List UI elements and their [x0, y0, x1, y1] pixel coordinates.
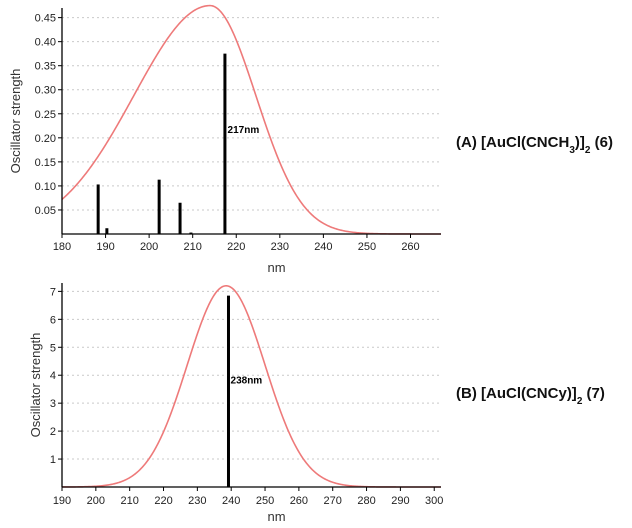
x-tick-label: 210	[120, 495, 138, 507]
x-tick-label: 230	[188, 495, 206, 507]
x-tick-label: 300	[425, 495, 443, 507]
x-tick-label: 260	[401, 241, 419, 253]
y-tick-label: 5	[50, 342, 56, 354]
x-tick-label: 250	[256, 495, 274, 507]
y-tick-label: 0.40	[35, 37, 56, 49]
y-axis-title: Oscillator strength	[28, 333, 43, 438]
x-tick-label: 190	[53, 495, 71, 507]
y-tick-label: 7	[50, 286, 56, 298]
x-tick-label: 200	[140, 241, 158, 253]
y-tick-label: 2	[50, 426, 56, 438]
y-tick-label: 0.10	[35, 181, 56, 193]
y-tick-label: 3	[50, 398, 56, 410]
chart-panel-b: 190 200 210 220 230 240 250 260 270 280 290 300 1 2 3 4…	[28, 283, 605, 524]
panel-label: (B) [AuCl(CNCy)]2 (7)	[456, 385, 605, 407]
y-tick-label: 6	[50, 314, 56, 326]
y-tick-label: 0.25	[35, 109, 56, 121]
x-tick-label: 280	[357, 495, 375, 507]
x-tick-label: 220	[227, 241, 245, 253]
peak-annotation: 238nm	[231, 376, 263, 387]
x-tick-label: 230	[271, 241, 289, 253]
y-tick-label: 0.15	[35, 157, 56, 169]
x-tick-label: 190	[96, 241, 114, 253]
x-tick-label: 290	[391, 495, 409, 507]
x-tick-label: 180	[53, 241, 71, 253]
x-tick-label: 220	[154, 495, 172, 507]
peak-annotation: 217nm	[228, 125, 260, 136]
y-tick-label: 0.30	[35, 85, 56, 97]
x-tick-label: 240	[222, 495, 240, 507]
x-tick-label: 250	[358, 241, 376, 253]
y-tick-label: 0.35	[35, 61, 56, 73]
x-axis-title: nm	[267, 509, 285, 523]
x-tick-label: 200	[87, 495, 105, 507]
x-tick-label: 260	[290, 495, 308, 507]
spectrum-curve	[61, 4, 441, 235]
x-tick-label: 270	[324, 495, 342, 507]
chart-panel-a: 180 190 200 210 220 230 240 250 260 0.05 0.10 0.15 0…	[8, 4, 613, 275]
y-tick-label: 1	[50, 454, 56, 466]
panel-label: (A) [AuCl(CNCH3)]2 (6)	[456, 134, 613, 156]
x-axis-title: nm	[267, 260, 285, 275]
y-axis-title: Oscillator strength	[8, 69, 23, 174]
y-tick-label: 4	[50, 370, 56, 382]
x-tick-label: 210	[184, 241, 202, 253]
y-tick-label: 0.05	[35, 205, 56, 217]
y-tick-label: 0.45	[35, 13, 56, 25]
x-tick-label: 240	[314, 241, 332, 253]
y-tick-label: 0.20	[35, 133, 56, 145]
